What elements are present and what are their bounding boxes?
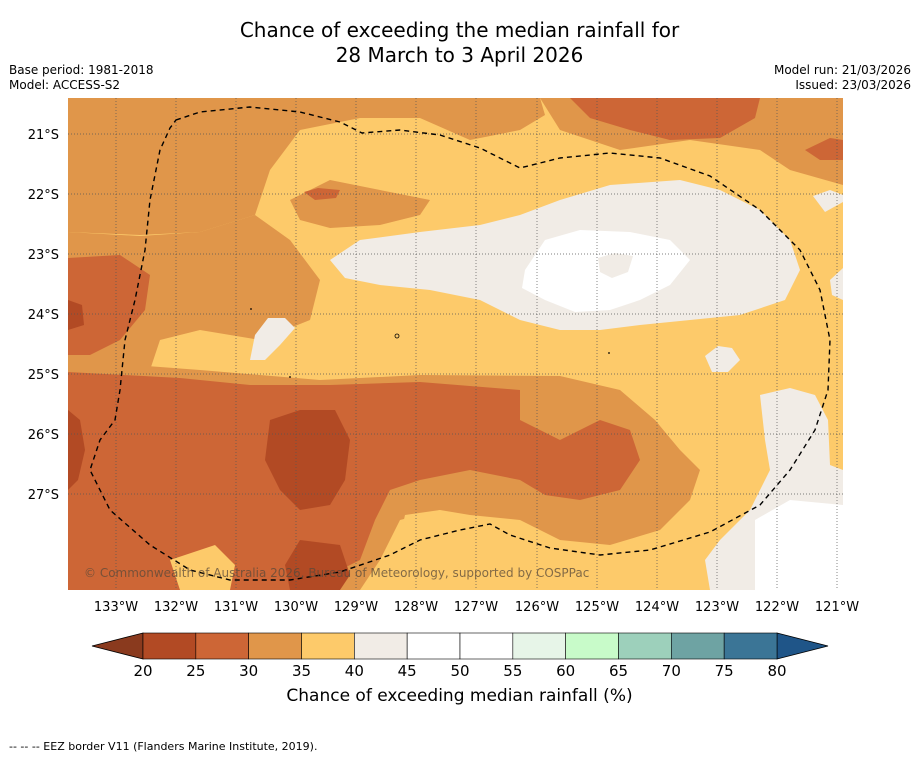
colorbar-segment xyxy=(354,632,408,660)
region-20-25-a xyxy=(265,410,350,510)
lon-label: 129°W xyxy=(334,600,378,615)
region-30-35-north xyxy=(68,98,545,235)
region-25-30-spot xyxy=(304,188,340,200)
model-name: Model: ACCESS-S2 xyxy=(9,78,121,92)
lon-label: 121°W xyxy=(815,600,859,615)
region-25-30-south xyxy=(68,372,640,590)
title-line-1: Chance of exceeding the median rainfall … xyxy=(239,18,680,42)
colorbar-tick-label: 80 xyxy=(767,662,786,680)
lon-label: 130°W xyxy=(274,600,318,615)
lon-label: 125°W xyxy=(575,600,619,615)
colorbar-tick-label: 20 xyxy=(133,662,152,680)
region-25-30-ne-spot xyxy=(805,138,843,160)
issued-date: Issued: 23/03/2026 xyxy=(795,78,911,92)
region-20-25-c xyxy=(68,410,85,490)
meta-right: Model run: 21/03/2026 Issued: 23/03/2026 xyxy=(774,63,911,93)
colorbar: 20 25 30 35 40 45 50 55 60 65 70 75 80 xyxy=(91,632,829,680)
colorbar-label: Chance of exceeding median rainfall (%) xyxy=(286,686,633,706)
colorbar-tick-label: 70 xyxy=(662,662,681,680)
lat-label: 27°S xyxy=(28,488,59,503)
copyright-text: © Commonwealth of Australia 2026, Bureau… xyxy=(84,566,589,580)
lat-label: 26°S xyxy=(28,428,59,443)
region-40-45-east-island xyxy=(705,346,740,372)
colorbar-segment xyxy=(512,632,566,660)
colorbar-tick-label: 45 xyxy=(398,662,417,680)
region-20-25-d xyxy=(68,300,84,330)
colorbar-tick-label: 65 xyxy=(609,662,628,680)
region-40-45-ne-island xyxy=(813,190,843,212)
colorbar-tick-label: 35 xyxy=(292,662,311,680)
lon-label: 122°W xyxy=(755,600,799,615)
lat-label: 23°S xyxy=(28,248,59,263)
colorbar-tick-label: 60 xyxy=(556,662,575,680)
lon-label: 127°W xyxy=(454,600,498,615)
title-line-2: 28 March to 3 April 2026 xyxy=(335,43,584,67)
colorbar-segment xyxy=(723,632,778,660)
island-marker xyxy=(394,333,400,339)
lat-labels: 21°S 22°S 23°S 24°S 25°S 26°S 27°S xyxy=(28,128,59,503)
lat-label: 21°S xyxy=(28,128,59,143)
eez-footnote: -- -- -- EEZ border V11 (Flanders Marine… xyxy=(9,740,318,753)
region-45-55-inner xyxy=(598,253,633,278)
island-marker xyxy=(250,308,252,310)
lon-labels: 133°W 132°W 131°W 130°W 129°W 128°W 127°… xyxy=(94,600,859,615)
lon-label: 123°W xyxy=(695,600,739,615)
model-run: Model run: 21/03/2026 xyxy=(773,63,911,77)
base-period: Base period: 1981-2018 xyxy=(9,63,154,77)
colorbar-segment xyxy=(301,632,355,660)
lat-label: 25°S xyxy=(28,368,59,383)
colorbar-segment xyxy=(195,632,249,660)
region-25-30-north xyxy=(570,98,760,140)
lon-label: 133°W xyxy=(94,600,138,615)
colorbar-segment xyxy=(142,632,197,660)
colorbar-tick-label: 75 xyxy=(715,662,734,680)
lon-label: 126°W xyxy=(515,600,559,615)
colorbar-segment xyxy=(618,632,672,660)
lat-label: 24°S xyxy=(28,308,59,323)
region-35-40-south-b xyxy=(170,545,235,590)
region-45-55-southeast xyxy=(755,500,843,590)
lon-label: 128°W xyxy=(394,600,438,615)
colorbar-segment xyxy=(671,632,725,660)
colorbar-tick-label: 55 xyxy=(503,662,522,680)
lon-label: 131°W xyxy=(214,600,258,615)
colorbar-tick-label: 30 xyxy=(239,662,258,680)
colorbar-segment xyxy=(406,632,461,660)
lon-label: 124°W xyxy=(635,600,679,615)
region-40-45-east-edge xyxy=(830,268,843,300)
lon-label: 132°W xyxy=(154,600,198,615)
colorbar-under-arrow xyxy=(91,632,144,660)
region-25-30-west xyxy=(68,255,150,355)
colorbar-tick-label: 40 xyxy=(345,662,364,680)
meta-left: Base period: 1981-2018 Model: ACCESS-S2 xyxy=(9,63,154,93)
region-40-45-west-island xyxy=(250,318,295,360)
graticule xyxy=(68,98,843,590)
colorbar-segment xyxy=(248,632,302,660)
colorbar-tick-label: 25 xyxy=(186,662,205,680)
region-35-40-south-a xyxy=(395,510,455,590)
island-marker xyxy=(608,352,610,354)
chart-title: Chance of exceeding the median rainfall … xyxy=(0,18,919,68)
colorbar-segment xyxy=(459,632,514,660)
colorbar-tick-label: 50 xyxy=(450,662,469,680)
island-marker xyxy=(289,376,291,378)
lat-label: 22°S xyxy=(28,188,59,203)
colorbar-segment xyxy=(565,632,619,660)
colorbar-over-arrow xyxy=(776,632,829,660)
rainfall-map: © Commonwealth of Australia 2026, Bureau… xyxy=(68,98,843,590)
